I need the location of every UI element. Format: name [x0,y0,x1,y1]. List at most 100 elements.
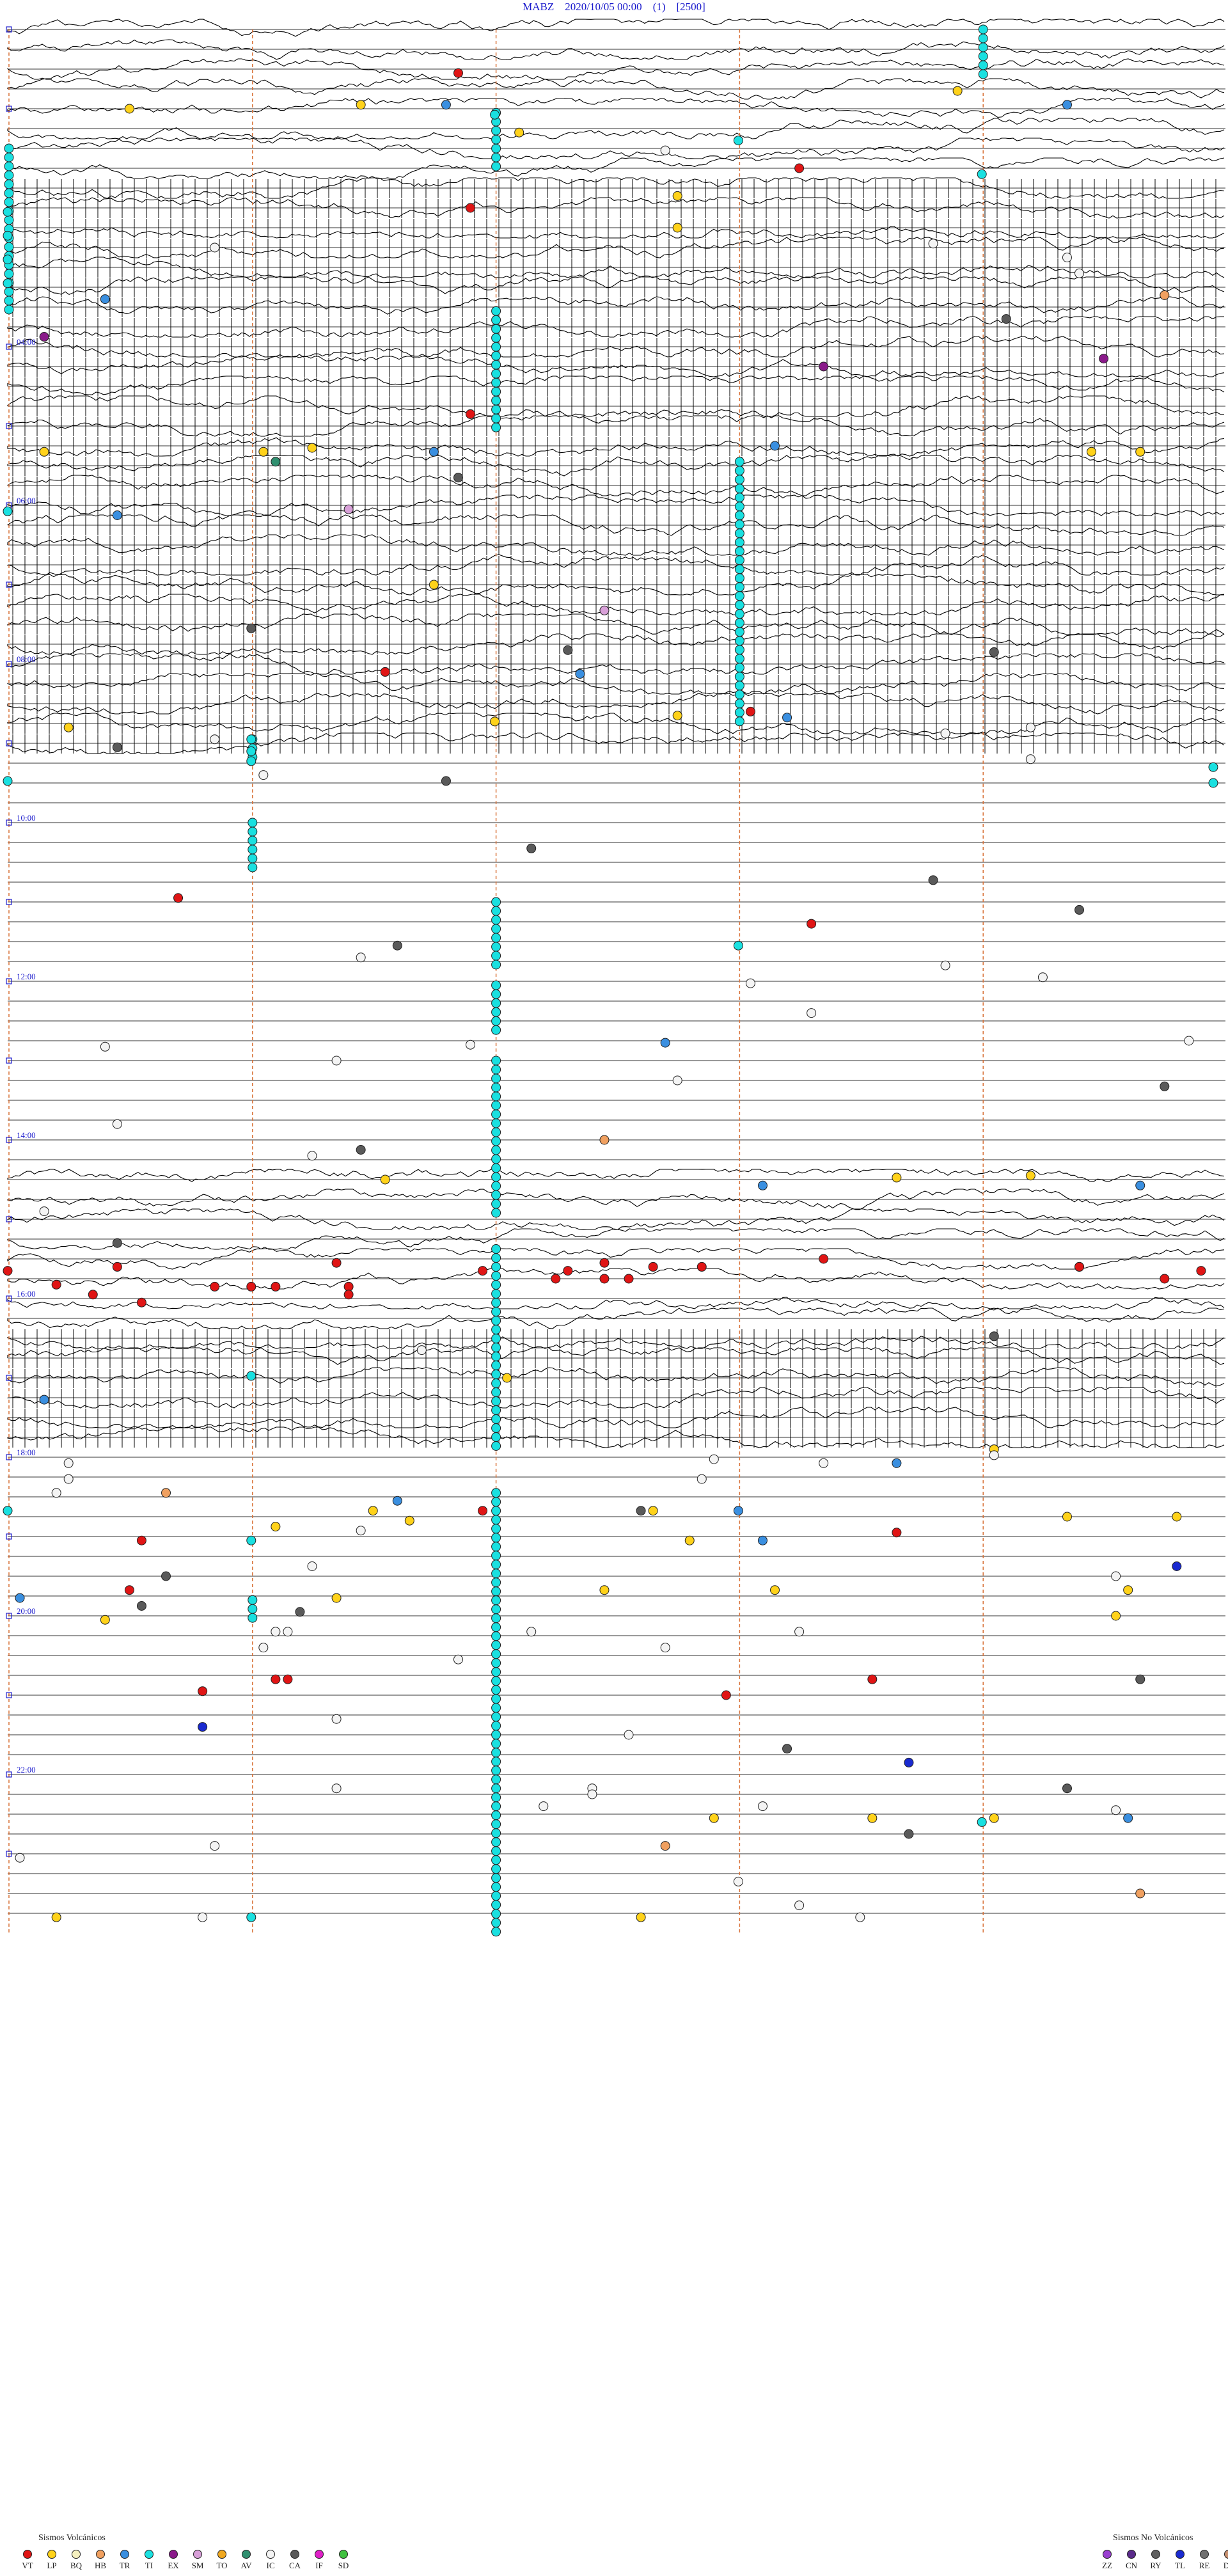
legend-item-tr: TR [113,2550,137,2571]
event-marker [734,663,744,673]
event-marker [271,1674,281,1684]
event-marker [491,1801,501,1812]
event-marker [491,1649,501,1659]
event-marker [672,711,682,721]
event-marker [782,713,792,723]
event-marker [380,667,390,677]
event-marker [4,161,14,171]
event-marker [271,457,281,467]
event-marker [429,446,439,457]
event-marker [491,1855,501,1865]
event-marker [599,1274,610,1284]
event-marker [343,504,354,514]
event-marker [491,1828,501,1838]
event-marker [734,582,744,592]
event-marker [4,152,14,162]
event-marker [491,1622,501,1632]
event-marker [491,951,501,961]
event-marker [563,645,573,655]
event-marker [491,386,501,397]
event-marker [258,770,269,780]
event-marker [491,1631,501,1641]
event-marker [904,1829,914,1839]
event-marker [491,413,501,423]
event-marker [161,1488,171,1498]
hour-tick [6,1454,12,1460]
event-marker [721,1690,731,1700]
event-marker [491,333,501,343]
event-marker [491,1757,501,1767]
event-marker [491,1190,501,1200]
event-marker [198,1722,208,1732]
event-marker [491,1127,501,1137]
event-marker [307,1151,317,1161]
legend-code: TL [1175,2561,1185,2570]
event-marker [491,1007,501,1017]
event-marker [892,1458,902,1468]
event-marker [599,1585,610,1595]
event-marker [734,618,744,628]
hour-label: 08:00 [17,654,36,664]
event-marker [734,627,744,637]
event-marker [1160,1081,1170,1091]
event-marker [283,1627,293,1637]
event-marker [978,69,988,79]
event-marker [491,1891,501,1901]
event-marker [491,143,501,154]
event-marker [39,1395,49,1405]
event-marker [136,1601,146,1611]
event-marker [684,1535,695,1545]
event-marker [491,960,501,970]
event-marker [246,1371,256,1381]
legend-code: RE [1199,2561,1210,2570]
event-marker [1062,1512,1072,1522]
event-marker [491,1524,501,1534]
event-marker [491,1172,501,1182]
event-marker [491,1595,501,1606]
event-marker [258,446,269,457]
event-marker [441,776,451,786]
event-marker [246,734,256,745]
event-marker [1062,1783,1072,1794]
event-marker [539,1801,549,1812]
event-marker [491,1405,501,1415]
event-marker [491,1515,501,1525]
event-marker [429,580,439,590]
event-marker [1135,446,1145,457]
event-marker [977,1817,987,1827]
legend-swatch [315,2550,324,2559]
event-marker [356,1145,366,1155]
event-marker [124,104,134,114]
event-marker [636,1506,646,1516]
event-marker [246,623,256,633]
hour-tick [6,1216,12,1222]
event-marker [1123,1813,1133,1823]
event-marker [770,441,780,451]
event-marker [331,1783,342,1794]
event-marker [989,1813,999,1823]
event-marker [3,1506,13,1516]
event-marker [491,395,501,406]
event-marker [491,1432,501,1442]
legend-item-if: IF [307,2550,331,2571]
hour-tick [6,819,12,826]
event-marker [491,1298,501,1308]
event-marker [248,862,258,873]
event-marker [453,473,463,483]
event-marker [356,952,366,963]
event-marker [491,1810,501,1821]
event-marker [734,564,744,574]
event-marker [4,304,14,315]
event-marker [491,1199,501,1209]
seismic-trace [7,157,1225,179]
seismic-trace [7,1347,1225,1365]
event-marker [892,1528,902,1538]
event-marker [246,1912,256,1922]
event-marker [491,1361,501,1370]
event-marker [453,1654,463,1664]
event-marker [1099,354,1109,364]
event-marker [733,1876,743,1886]
event-marker [491,1208,501,1218]
event-marker [491,1100,501,1110]
